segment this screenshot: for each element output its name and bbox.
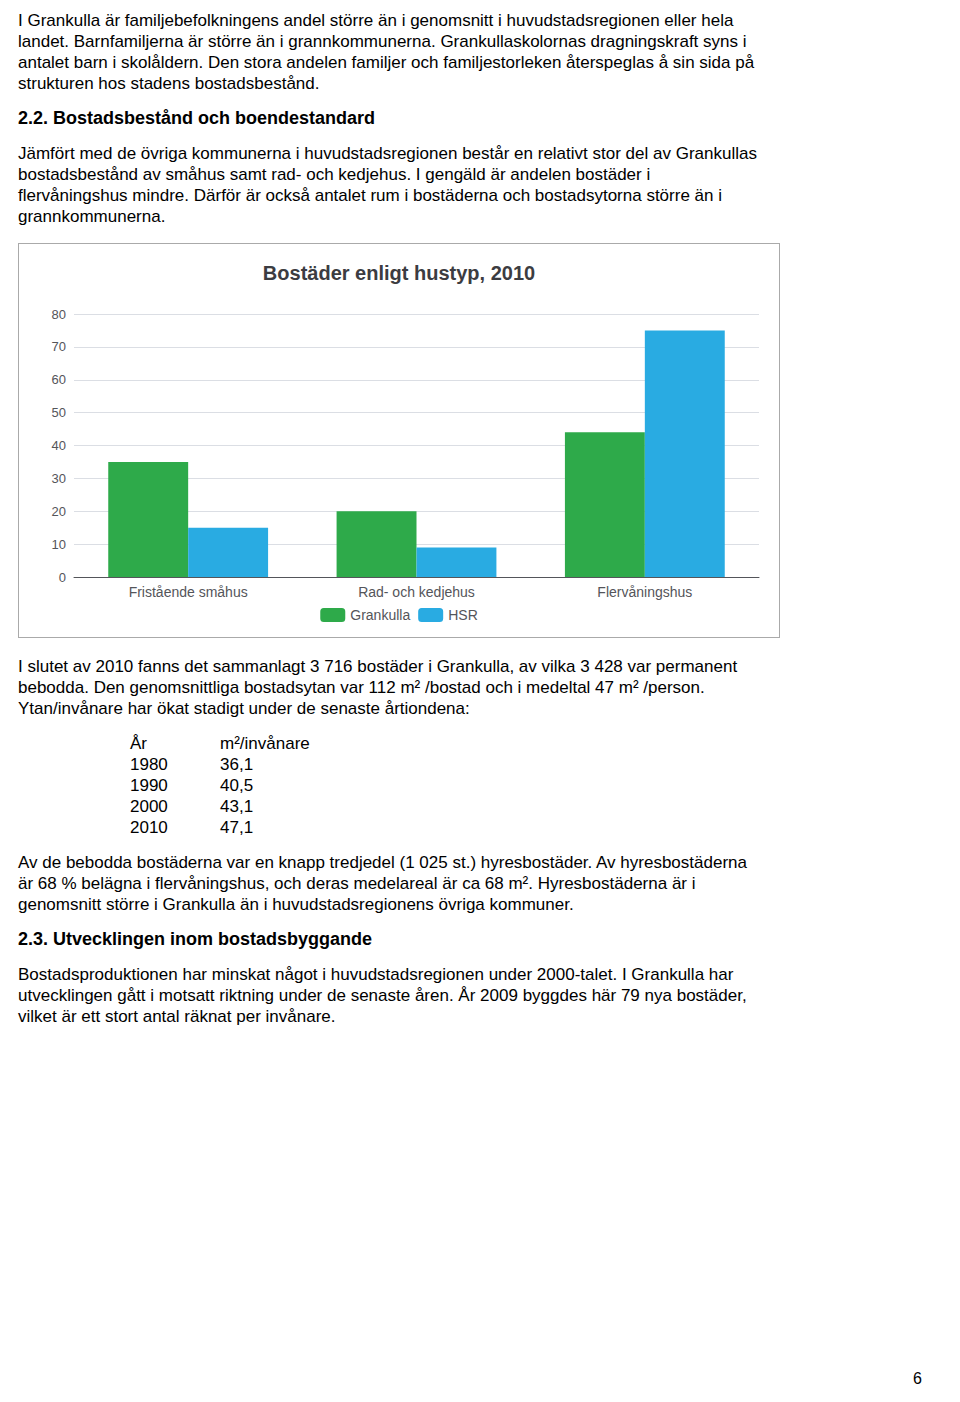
- svg-text:40: 40: [52, 438, 66, 453]
- html-text:genomsnitt större i Grankulla: genomsnitt större i Grankulla än i huvud…: [18, 895, 574, 914]
- svg-text:HSR: HSR: [448, 607, 478, 623]
- html-text:I Grankulla är familjebefolkni: I Grankulla är familjebefolkningens ande…: [18, 11, 734, 30]
- html-text:1990: 1990: [130, 776, 168, 795]
- html-text:landet. Barnfamiljerna är stör: landet. Barnfamiljerna är större än i gr…: [18, 32, 747, 51]
- svg-text:Bostäder enligt hustyp, 2010: Bostäder enligt hustyp, 2010: [263, 262, 535, 284]
- html-text:strukturen hos stadens bostads: strukturen hos stadens bostadsbestånd.: [18, 74, 320, 93]
- html-text:47,1: 47,1: [220, 818, 254, 837]
- html-text:2000: 2000: [130, 797, 168, 816]
- html-text:antalet barn i skolåldern. Den: antalet barn i skolåldern. Den stora and…: [18, 53, 755, 72]
- svg-text:70: 70: [52, 339, 66, 354]
- html-text:flervåningshus mindre. Därför: flervåningshus mindre. Därför är också a…: [18, 186, 722, 205]
- html-text:2.2. Bostadsbestånd och boende: 2.2. Bostadsbestånd och boendestandard: [18, 108, 376, 128]
- html-text:bebodda. Den genomsnittliga bo: bebodda. Den genomsnittliga bostadsytan …: [18, 678, 705, 697]
- svg-text:Fristående småhus: Fristående småhus: [129, 584, 248, 600]
- html-text:Jämfört med de övriga kommuner: Jämfört med de övriga kommunerna i huvud…: [18, 144, 757, 163]
- html-text:Av de bebodda bostäderna var e: Av de bebodda bostäderna var en knapp tr…: [18, 853, 747, 872]
- svg-text:30: 30: [52, 471, 66, 486]
- html-text:36,1: 36,1: [220, 755, 254, 774]
- html-text:43,1: 43,1: [220, 797, 254, 816]
- svg-text:Flervåningshus: Flervåningshus: [597, 584, 692, 600]
- html-text:40,5: 40,5: [220, 776, 254, 795]
- html-text:6: 6: [913, 1370, 922, 1387]
- html-text:Bostadsproduktionen har minska: Bostadsproduktionen har minskat något i …: [18, 965, 734, 984]
- html-text:1980: 1980: [130, 755, 168, 774]
- html-text:Ytan/invånare har ökat stadigt: Ytan/invånare har ökat stadigt under de …: [18, 699, 470, 718]
- svg-text:80: 80: [52, 307, 66, 322]
- html-text:vilket är ett stort antal räkn: vilket är ett stort antal räknat per inv…: [18, 1007, 336, 1026]
- html-text:I slutet av 2010 fanns det sam: I slutet av 2010 fanns det sammanlagt 3 …: [18, 657, 738, 676]
- svg-text:0: 0: [59, 570, 66, 585]
- svg-text:Grankulla: Grankulla: [350, 607, 410, 623]
- html-text:grannkommunerna.: grannkommunerna.: [18, 207, 166, 226]
- html-text:m²/invånare: m²/invånare: [220, 734, 310, 753]
- svg-text:20: 20: [52, 504, 66, 519]
- html-text:2010: 2010: [130, 818, 168, 837]
- html-text:är 68 % belägna i flervåningsh: är 68 % belägna i flervåningshus, och de…: [18, 874, 696, 893]
- html-text:2.3. Utvecklingen inom bostads: 2.3. Utvecklingen inom bostadsbyggande: [18, 929, 373, 949]
- svg-text:10: 10: [52, 537, 66, 552]
- html-text:bostadsbestånd av småhus samt: bostadsbestånd av småhus samt rad- och k…: [18, 165, 651, 184]
- svg-text:Rad- och kedjehus: Rad- och kedjehus: [358, 584, 475, 600]
- html-text:utvecklingen gått i motsatt ri: utvecklingen gått i motsatt riktning und…: [18, 986, 747, 1005]
- svg-text:50: 50: [52, 405, 66, 420]
- html-text:År: År: [130, 734, 147, 753]
- svg-text:60: 60: [52, 372, 66, 387]
